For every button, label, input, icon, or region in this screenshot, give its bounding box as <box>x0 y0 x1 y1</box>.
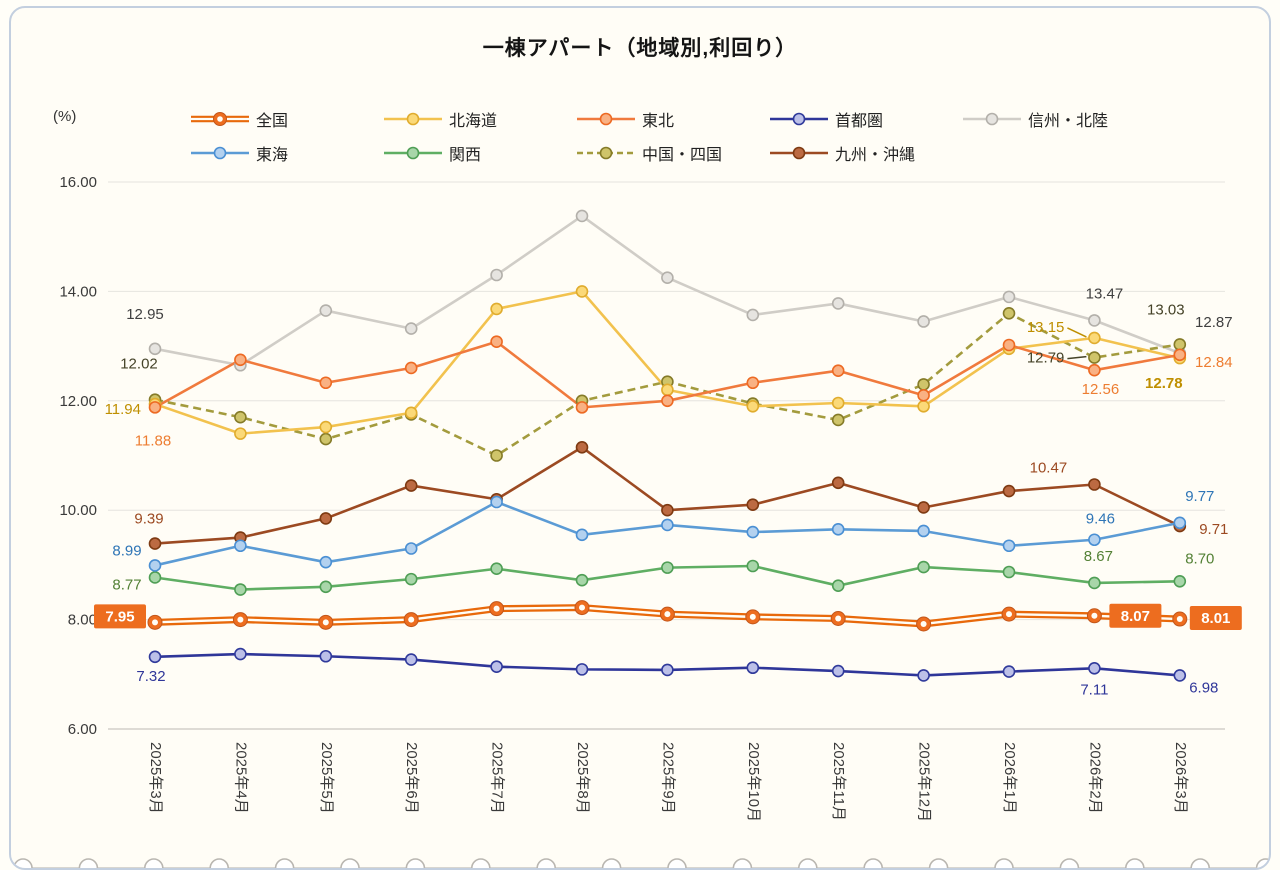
data-label: 11.88 <box>135 432 171 449</box>
legend-marker-icon <box>191 112 249 126</box>
legend-item-7: 中国・四国 <box>577 140 770 166</box>
svg-text:2025年4月: 2025年4月 <box>232 742 249 814</box>
series-markers-6 <box>148 559 1187 596</box>
legend-label: 北海道 <box>449 113 498 130</box>
svg-text:8.00: 8.00 <box>68 612 97 629</box>
legend-marker-icon <box>577 146 635 160</box>
data-label: 6.98 <box>1189 679 1218 696</box>
legend-marker-icon <box>770 146 828 160</box>
series-labels-1: 11.94 13.15 12.78 <box>105 319 1183 418</box>
legend-item-5: 東海 <box>191 140 384 166</box>
svg-text:10.00: 10.00 <box>59 502 97 519</box>
data-label: 8.01 <box>1201 610 1230 627</box>
data-label: 12.56 <box>1082 381 1120 398</box>
svg-text:2025年6月: 2025年6月 <box>403 742 420 814</box>
svg-text:12.00: 12.00 <box>59 393 97 410</box>
data-label: 9.77 <box>1185 488 1214 505</box>
series-markers-8 <box>148 440 1187 550</box>
series-markers-4 <box>148 209 1187 372</box>
legend-marker-icon <box>191 146 249 160</box>
series-markers-0 <box>147 600 1188 632</box>
legend-marker-icon <box>770 112 828 126</box>
legend-label: 信州・北陸 <box>1028 113 1109 130</box>
svg-text:2026年1月: 2026年1月 <box>1001 742 1018 814</box>
svg-text:2025年5月: 2025年5月 <box>318 742 335 814</box>
legend-item-0: 全国 <box>191 106 384 132</box>
data-label: 12.84 <box>1195 354 1233 371</box>
svg-text:2025年3月: 2025年3月 <box>147 742 164 814</box>
series-markers-2 <box>148 335 1187 414</box>
legend-label: 中国・四国 <box>642 147 723 164</box>
data-label: 13.15 <box>1027 319 1065 336</box>
series-line-4 <box>154 214 1181 367</box>
data-label: 12.95 <box>126 306 164 323</box>
data-label: 7.32 <box>136 668 165 685</box>
data-label: 10.47 <box>1030 459 1068 476</box>
series-labels-3: 7.32 7.11 6.98 <box>136 668 1218 698</box>
data-label: 8.67 <box>1084 548 1113 565</box>
series-labels-4: 12.95 13.47 12.87 <box>126 285 1232 331</box>
legend-item-4: 信州・北陸 <box>963 106 1156 132</box>
data-label: 8.99 <box>112 542 141 559</box>
legend-label: 全国 <box>256 113 289 130</box>
legend-item-6: 関西 <box>384 140 577 166</box>
data-label: 7.11 <box>1080 681 1108 698</box>
series-labels-0: 7.95 8.07 8.01 <box>94 603 1242 631</box>
legend-label: 関西 <box>449 147 482 164</box>
data-label: 12.78 <box>1145 375 1183 392</box>
svg-text:2025年12月: 2025年12月 <box>916 742 933 822</box>
svg-text:2026年3月: 2026年3月 <box>1172 742 1189 814</box>
svg-text:2026年2月: 2026年2月 <box>1086 742 1103 814</box>
data-label: 11.94 <box>105 401 141 418</box>
chart-title: 一棟アパート（地域別,利回り） <box>482 37 798 60</box>
data-label: 8.07 <box>1121 608 1150 625</box>
data-label: 12.02 <box>120 356 158 373</box>
svg-text:2025年10月: 2025年10月 <box>745 742 762 822</box>
series-labels-5: 8.99 9.46 9.77 <box>112 488 1214 560</box>
svg-text:2025年8月: 2025年8月 <box>574 742 591 814</box>
data-label: 12.87 <box>1195 314 1233 331</box>
legend-item-8: 九州・沖縄 <box>770 140 963 166</box>
next-chart-peek <box>13 858 1269 868</box>
svg-text:6.00: 6.00 <box>68 721 97 738</box>
legend-marker-icon <box>384 112 442 126</box>
svg-text:16.00: 16.00 <box>59 174 97 191</box>
legend-item-2: 東北 <box>577 106 770 132</box>
data-label: 8.77 <box>112 576 141 593</box>
legend-item-3: 首都圏 <box>770 106 963 132</box>
legend-label: 東北 <box>642 113 675 130</box>
data-label: 8.70 <box>1185 550 1214 567</box>
series-markers-5 <box>148 495 1187 572</box>
data-label: 13.03 <box>1147 301 1185 318</box>
legend-item-1: 北海道 <box>384 106 577 132</box>
gridlines <box>108 181 1225 730</box>
legend-marker-icon <box>963 112 1021 126</box>
legend-marker-icon <box>384 146 442 160</box>
data-label: 9.71 <box>1199 521 1228 538</box>
legend: 全国 北海道 東北 首都圏 信州・北陸東海 関西 中国・四国 九州・沖縄 <box>191 106 1269 166</box>
data-label: 13.47 <box>1086 285 1124 302</box>
legend-label: 九州・沖縄 <box>835 147 916 164</box>
y-axis-labels: 16.00 14.00 12.00 10.00 8.00 6.00 <box>59 174 97 738</box>
data-label: 12.79 <box>1027 350 1065 367</box>
legend-label: 東海 <box>256 147 289 164</box>
series-labels-2: 11.88 12.56 12.84 <box>135 354 1233 450</box>
legend-marker-icon <box>577 112 635 126</box>
legend-label: 首都圏 <box>835 113 884 130</box>
data-label: 9.39 <box>134 511 163 528</box>
data-label: 7.95 <box>105 608 134 625</box>
data-label: 9.46 <box>1086 511 1115 528</box>
series-labels-8: 9.39 10.47 9.71 <box>134 459 1228 538</box>
svg-text:2025年11月: 2025年11月 <box>830 742 847 821</box>
svg-text:14.00: 14.00 <box>59 283 97 300</box>
svg-text:2025年9月: 2025年9月 <box>659 742 676 814</box>
y-axis-unit-label: (%) <box>53 108 77 125</box>
series-markers-3 <box>148 647 1187 682</box>
svg-text:2025年7月: 2025年7月 <box>489 742 506 814</box>
series-labels-6: 8.77 8.67 8.70 <box>112 548 1214 594</box>
chart-card: 一棟アパート（地域別,利回り） (%) 全国 北海道 東北 首都圏 信州・北陸東海 関西 中… <box>9 6 1271 870</box>
x-axis-labels: 2025年3月 2025年4月 2025年5月 2025年6月 2025年7月 2025年… <box>147 742 1189 822</box>
series-labels-7: 12.02 12.79 13.03 <box>120 301 1184 372</box>
